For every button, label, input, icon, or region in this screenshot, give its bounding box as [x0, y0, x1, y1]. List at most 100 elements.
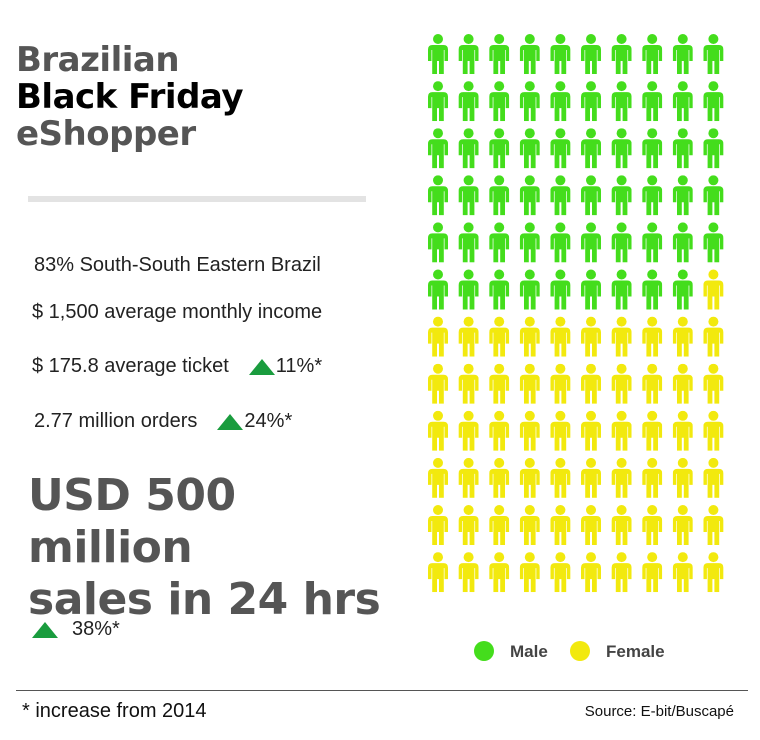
person-icon-female [703, 410, 724, 451]
stat-region-text: 83% South-South Eastern Brazil [34, 254, 321, 276]
person-icon-female [581, 316, 601, 357]
person-icon-female [581, 410, 601, 451]
person-icon-female [642, 316, 663, 357]
person-icon-male [550, 269, 571, 310]
person-icon-male [611, 175, 632, 216]
person-icon-female [642, 363, 663, 404]
person-icon-female [489, 552, 510, 593]
person-icon-male [550, 222, 571, 263]
person-icon-female [642, 410, 663, 451]
increase-triangle-icon [32, 621, 58, 638]
person-icon-male [672, 269, 693, 310]
footnote: * increase from 2014 [22, 700, 207, 722]
person-icon-male [703, 128, 724, 169]
person-icon-female [642, 505, 663, 545]
person-icon-female [672, 410, 693, 451]
person-icon-female [519, 457, 540, 498]
infographic-title: Brazilian Black Friday eShopper [16, 42, 244, 153]
person-icon-female [672, 505, 693, 545]
person-icon-male [489, 222, 510, 263]
person-icon-female [672, 363, 693, 404]
person-icon-male [642, 222, 663, 263]
stat-income-text: $ 1,500 average monthly income [32, 301, 323, 323]
stat-orders: 2.77 million orders 24%* [34, 410, 292, 433]
person-icon-male [642, 269, 663, 310]
stat-ticket-text: $ 175.8 average ticket [32, 355, 229, 377]
person-icon-male [428, 81, 448, 122]
person-icon-female [428, 552, 448, 593]
legend-label-male: Male [510, 642, 548, 661]
person-icon-male [550, 175, 571, 216]
person-icon-female [428, 410, 448, 451]
person-icon-male [703, 34, 724, 74]
person-icon-male [703, 175, 724, 216]
person-icon-male [428, 175, 448, 216]
person-icon-female [519, 363, 540, 404]
headline-line-1: USD 500 [28, 470, 236, 521]
person-icon-female [458, 410, 479, 451]
person-icon-male [611, 81, 632, 122]
person-icon-female [489, 457, 510, 498]
increase-triangle-icon [248, 358, 275, 375]
person-icon-female [550, 552, 571, 593]
person-icon-female [703, 269, 724, 310]
person-icon-male [672, 34, 693, 74]
headline-sales: USD 500 million sales in 24 hrs [28, 470, 381, 626]
person-icon-female [519, 316, 540, 357]
person-icon-male [519, 81, 540, 122]
person-icon-male [642, 34, 663, 74]
person-icon-male [550, 128, 571, 169]
headline-line-3: sales in 24 hrs [28, 574, 381, 625]
person-icon-male [611, 269, 632, 310]
person-icon-female [611, 552, 632, 593]
person-icon-female [489, 410, 510, 451]
person-icon-male [581, 34, 601, 74]
headline-change-value: 38%* [72, 618, 120, 640]
person-icon-male [519, 128, 540, 169]
person-icon-male [703, 81, 724, 122]
person-icon-male [672, 222, 693, 263]
person-icon-male [672, 128, 693, 169]
title-line-black-friday: Black Friday [16, 77, 244, 117]
person-icon-female [458, 363, 479, 404]
person-icon-male [458, 128, 479, 169]
top-divider [28, 196, 366, 202]
person-icon-male [550, 81, 571, 122]
person-icon-male [642, 128, 663, 169]
headline-change: 38%* [32, 618, 120, 641]
person-icon-female [703, 552, 724, 593]
person-icon-female [489, 505, 510, 545]
person-icon-male [611, 222, 632, 263]
person-icon-male [428, 34, 448, 74]
person-icon-male [489, 34, 510, 74]
stat-ticket: $ 175.8 average ticket 11%* [32, 355, 322, 378]
person-icon-female [672, 552, 693, 593]
stat-ticket-change: 11%* [248, 355, 322, 378]
person-icon-female [581, 363, 601, 404]
person-icon-female [703, 457, 724, 498]
legend-marker-female [570, 641, 590, 661]
person-icon-female [581, 552, 601, 593]
person-icon-female [611, 363, 632, 404]
stat-orders-text: 2.77 million orders [34, 410, 198, 432]
person-icon-male [642, 175, 663, 216]
stat-orders-change-value: 24%* [244, 410, 293, 432]
person-icon-female [703, 363, 724, 404]
person-icon-female [611, 505, 632, 545]
person-icon-male [428, 222, 448, 263]
person-icon-male [550, 34, 571, 74]
person-icon-female [550, 457, 571, 498]
person-icon-male [458, 34, 479, 74]
person-icon-female [519, 552, 540, 593]
person-icon-female [672, 457, 693, 498]
stat-income: $ 1,500 average monthly income [32, 301, 322, 324]
stat-orders-change: 24%* [217, 410, 292, 433]
person-icon-female [581, 505, 601, 545]
person-icon-female [458, 552, 479, 593]
pictogram-chart: Male Female [428, 34, 724, 661]
person-icon-female [428, 363, 448, 404]
person-icon-female [458, 505, 479, 545]
person-icon-female [489, 316, 510, 357]
legend-label-female: Female [606, 642, 665, 661]
person-icon-male [489, 269, 510, 310]
